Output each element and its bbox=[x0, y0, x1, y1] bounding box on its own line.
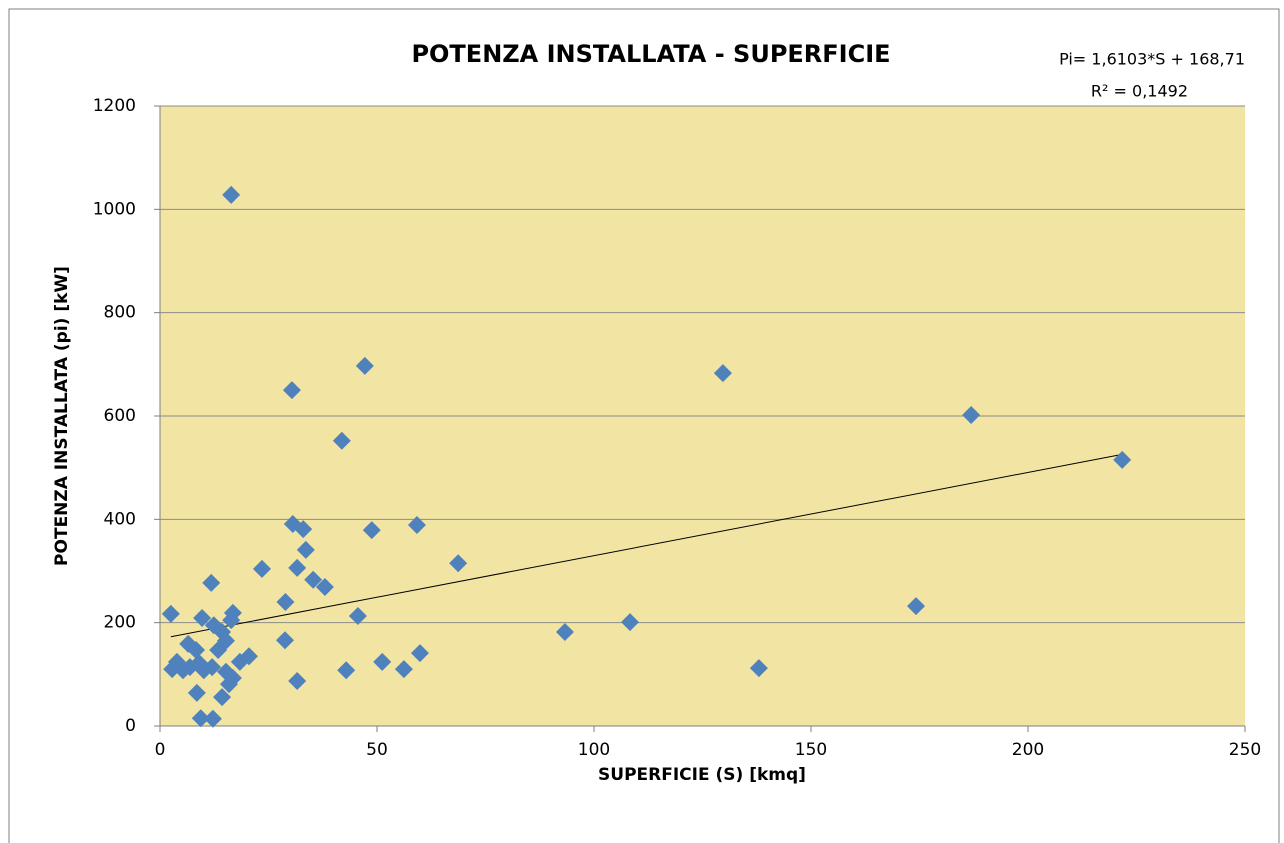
point bbox=[713, 364, 732, 383]
x-axis-title: SUPERFICIE (S) [kmq] bbox=[598, 765, 806, 785]
point bbox=[202, 573, 221, 592]
chart-title: POTENZA INSTALLATA - SUPERFICIE bbox=[411, 40, 890, 68]
y-tick-label: 600 bbox=[104, 406, 136, 426]
point bbox=[332, 431, 351, 450]
point bbox=[203, 658, 222, 677]
point bbox=[304, 570, 323, 589]
point bbox=[362, 521, 381, 540]
point bbox=[282, 381, 301, 400]
point bbox=[213, 688, 232, 707]
point bbox=[555, 622, 574, 641]
point bbox=[355, 356, 374, 375]
point bbox=[749, 659, 768, 678]
point bbox=[276, 593, 295, 611]
point bbox=[161, 604, 180, 623]
point bbox=[373, 652, 392, 671]
y-tick-label: 200 bbox=[104, 613, 136, 633]
x-tick-label: 250 bbox=[1229, 740, 1261, 760]
y-tick-label: 1200 bbox=[93, 96, 136, 116]
point bbox=[410, 644, 429, 663]
point bbox=[621, 613, 640, 632]
y-axis-title: POTENZA INSTALLATA (pi) [kW] bbox=[52, 266, 72, 566]
point bbox=[203, 709, 222, 728]
trendline bbox=[170, 453, 1123, 638]
y-tick-label: 400 bbox=[104, 509, 136, 529]
point bbox=[288, 558, 307, 577]
point bbox=[449, 554, 468, 573]
point bbox=[337, 661, 356, 680]
y-tick-label: 800 bbox=[104, 303, 136, 323]
x-tick-label: 0 bbox=[155, 740, 166, 760]
point bbox=[220, 675, 239, 694]
r-squared: R² = 0,1492 bbox=[1091, 82, 1188, 101]
x-tick-label: 150 bbox=[795, 740, 827, 760]
y-tick-label: 0 bbox=[125, 716, 136, 736]
point bbox=[296, 540, 315, 559]
point bbox=[187, 641, 206, 660]
point bbox=[348, 606, 367, 625]
point bbox=[407, 516, 426, 535]
point bbox=[1113, 450, 1132, 469]
point bbox=[163, 660, 182, 679]
point bbox=[209, 641, 228, 660]
point bbox=[191, 709, 210, 728]
point bbox=[294, 520, 313, 539]
point bbox=[275, 631, 294, 650]
point bbox=[907, 597, 926, 616]
trend-equation: Pi= 1,6103*S + 168,71 bbox=[1059, 50, 1245, 69]
point bbox=[230, 652, 249, 671]
point bbox=[193, 609, 212, 628]
point bbox=[187, 683, 206, 702]
point bbox=[288, 672, 307, 691]
y-tick-label: 1000 bbox=[93, 199, 136, 219]
x-tick-label: 200 bbox=[1012, 740, 1044, 760]
point bbox=[252, 559, 271, 578]
point bbox=[962, 405, 981, 424]
point bbox=[222, 185, 241, 204]
x-tick-label: 50 bbox=[366, 740, 388, 760]
point bbox=[315, 578, 334, 597]
point bbox=[394, 660, 413, 679]
point bbox=[222, 611, 241, 630]
x-tick-label: 100 bbox=[578, 740, 610, 760]
point bbox=[180, 658, 199, 677]
